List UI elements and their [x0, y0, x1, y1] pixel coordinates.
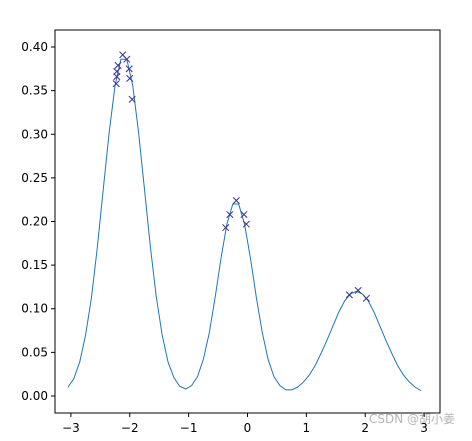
marker: [114, 61, 122, 69]
marker: [112, 80, 120, 88]
marker: [123, 55, 131, 63]
x-tick-label: −2: [121, 421, 139, 435]
marker: [354, 286, 362, 294]
marker: [222, 224, 230, 232]
y-tick-label: 0.20: [21, 215, 48, 229]
y-tick-label: 0.30: [21, 127, 48, 141]
marker: [128, 95, 136, 103]
x-tick-label: 1: [303, 421, 311, 435]
marker: [345, 291, 353, 299]
x-tick-label: −1: [180, 421, 198, 435]
y-tick-label: 0.00: [21, 389, 48, 403]
line: [67, 58, 422, 392]
marker: [242, 220, 250, 228]
y-tick-label: 0.40: [21, 40, 48, 54]
x-tick-label: 3: [420, 421, 428, 435]
marker: [232, 197, 240, 205]
y-tick-label: 0.35: [21, 84, 48, 98]
y-tick-label: 0.10: [21, 302, 48, 316]
marker: [125, 65, 133, 73]
watermark: CSDN @胡小姜: [369, 412, 455, 426]
marker: [113, 67, 121, 75]
y-tick-label: 0.25: [21, 171, 48, 185]
marker: [240, 210, 248, 219]
y-tick-label: 0.05: [21, 345, 48, 359]
x-tick-label: 0: [244, 421, 252, 435]
plot-frame: [54, 29, 441, 414]
marker: [113, 73, 121, 81]
marker: [126, 74, 134, 82]
x-tick-label: −3: [62, 421, 80, 435]
marker: [362, 294, 370, 302]
x-tick-label: 2: [361, 421, 369, 435]
marker: [226, 210, 234, 219]
y-tick-label: 0.15: [21, 258, 48, 272]
